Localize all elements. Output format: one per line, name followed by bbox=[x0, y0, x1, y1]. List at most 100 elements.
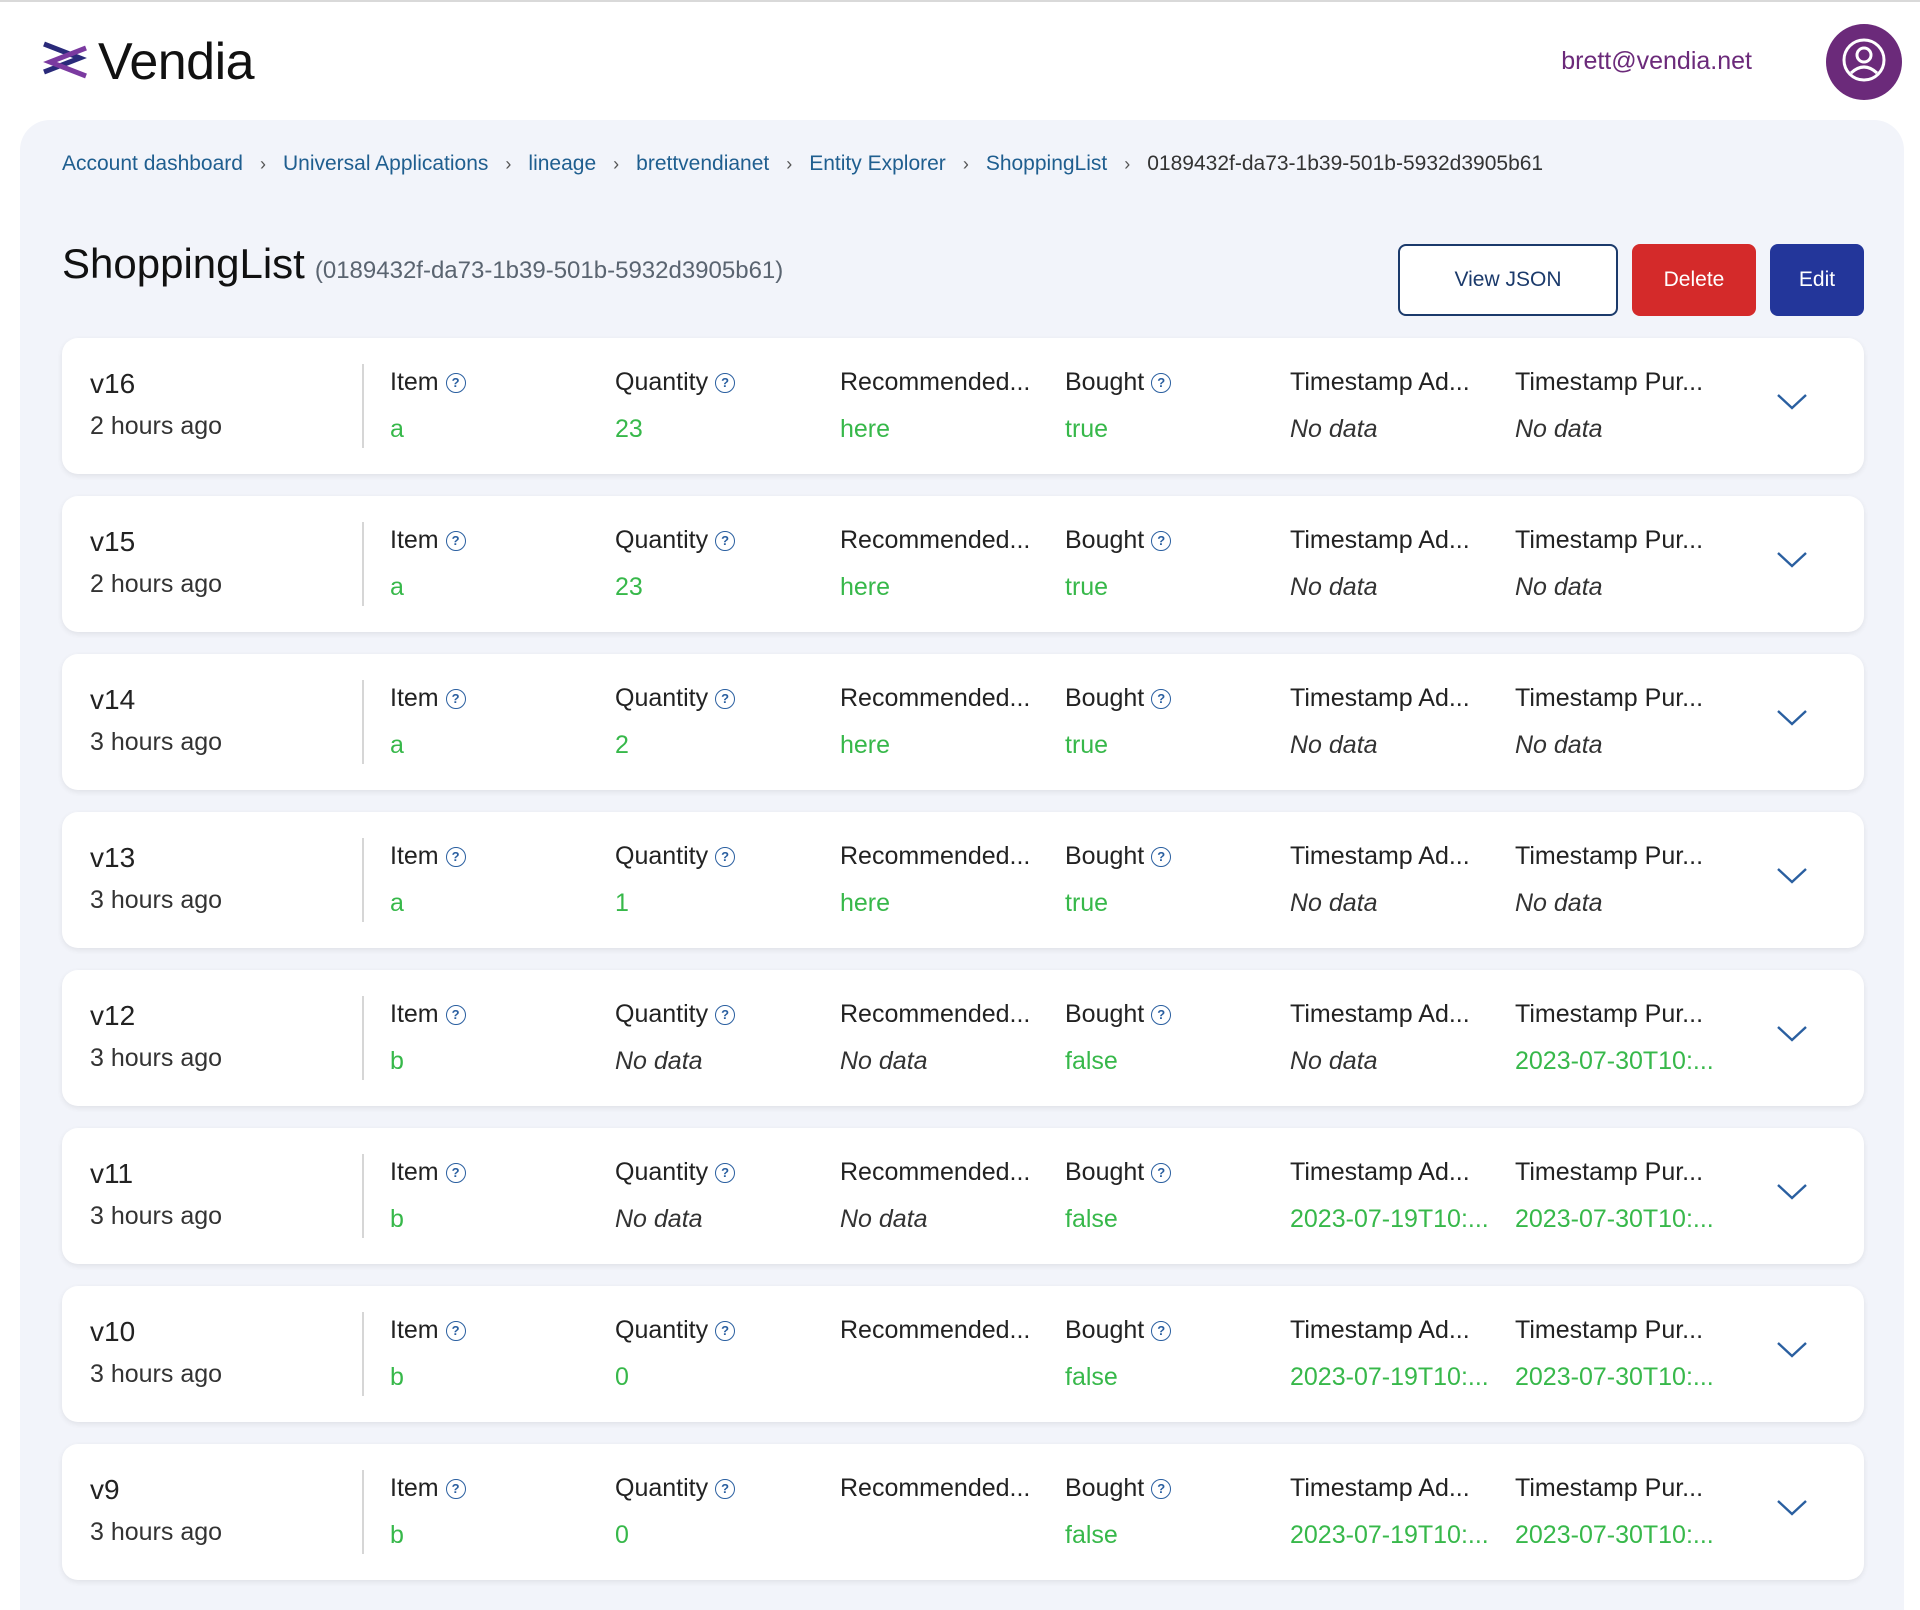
question-circle-icon[interactable]: ? bbox=[445, 1320, 466, 1341]
edit-button[interactable]: Edit bbox=[1770, 244, 1864, 316]
question-circle-icon[interactable]: ? bbox=[715, 530, 736, 551]
delete-button[interactable]: Delete bbox=[1632, 244, 1756, 316]
field-label-text: Timestamp Ad... bbox=[1290, 368, 1470, 396]
breadcrumb-account-dashboard[interactable]: Account dashboard bbox=[62, 152, 243, 175]
question-circle-icon[interactable]: ? bbox=[445, 688, 466, 709]
user-email[interactable]: brett@vendia.net bbox=[1561, 47, 1752, 75]
field-column: Timestamp Ad... 2023-07-19T10:... bbox=[1290, 1316, 1500, 1392]
field-column: Timestamp Ad... No data bbox=[1290, 526, 1500, 602]
field-value: here bbox=[840, 415, 891, 443]
breadcrumb-shoppinglist[interactable]: ShoppingList bbox=[985, 152, 1108, 175]
top-border bbox=[0, 0, 1920, 2]
avatar[interactable] bbox=[1826, 24, 1902, 100]
logo[interactable]: Vendia bbox=[40, 32, 255, 92]
version-card[interactable]: v15 2 hours ago Item? a Quantity? 23 Recommend… bbox=[62, 496, 1864, 632]
question-circle-icon[interactable]: ? bbox=[1151, 530, 1172, 551]
field-label-text: Timestamp Pur... bbox=[1515, 684, 1704, 712]
field-label-text: Bought bbox=[1065, 1474, 1145, 1502]
question-circle-icon[interactable]: ? bbox=[1151, 372, 1172, 393]
question-circle-icon[interactable]: ? bbox=[445, 1478, 466, 1499]
question-circle-icon[interactable]: ? bbox=[445, 372, 466, 393]
question-circle-icon[interactable]: ? bbox=[445, 1004, 466, 1025]
breadcrumb-universal-applications[interactable]: Universal Applications bbox=[282, 152, 489, 175]
field-value: 2023-07-30T10:... bbox=[1515, 1047, 1714, 1075]
chevron-right-icon: › bbox=[962, 153, 969, 174]
field-value: a bbox=[390, 889, 404, 917]
version-card[interactable]: v9 3 hours ago Item? b Quantity? 0 Recommended… bbox=[62, 1444, 1864, 1580]
field-label-text: Item bbox=[390, 1000, 439, 1028]
page-subtitle: (0189432f-da73-1b39-501b-5932d3905b61) bbox=[314, 257, 784, 284]
question-circle-icon[interactable]: ? bbox=[1151, 1478, 1172, 1499]
question-circle-icon[interactable]: ? bbox=[1151, 1162, 1172, 1183]
version-time: 2 hours ago bbox=[90, 412, 223, 440]
view-json-button[interactable]: View JSON bbox=[1398, 244, 1618, 316]
field-label: Bought? bbox=[1065, 1000, 1275, 1029]
question-circle-icon[interactable]: ? bbox=[1151, 1004, 1172, 1025]
question-circle-icon[interactable]: ? bbox=[715, 372, 736, 393]
breadcrumb-node[interactable]: brettvendianet bbox=[636, 152, 770, 175]
field-label-text: Timestamp Pur... bbox=[1515, 368, 1704, 396]
field-label-text: Timestamp Pur... bbox=[1515, 1474, 1704, 1502]
chevron-down-icon[interactable] bbox=[1776, 1340, 1808, 1360]
question-circle-icon[interactable]: ? bbox=[1151, 1320, 1172, 1341]
field-label-text: Item bbox=[390, 1158, 439, 1186]
field-value: true bbox=[1065, 415, 1109, 443]
field-value: No data bbox=[1290, 573, 1378, 601]
field-column: Item? a bbox=[390, 842, 600, 918]
question-circle-icon[interactable]: ? bbox=[715, 1478, 736, 1499]
field-label-text: Quantity bbox=[615, 684, 709, 712]
breadcrumb-entity-explorer[interactable]: Entity Explorer bbox=[809, 152, 946, 175]
field-column: Recommended... bbox=[840, 1316, 1050, 1363]
field-value: 2023-07-19T10:... bbox=[1290, 1521, 1489, 1549]
question-circle-icon[interactable]: ? bbox=[445, 1162, 466, 1183]
field-column: Timestamp Pur... No data bbox=[1515, 368, 1725, 444]
field-value: b bbox=[390, 1047, 404, 1075]
version-time: 3 hours ago bbox=[90, 886, 223, 914]
question-circle-icon[interactable]: ? bbox=[445, 530, 466, 551]
version-card[interactable]: v11 3 hours ago Item? b Quantity? No data Reco… bbox=[62, 1128, 1864, 1264]
field-column: Item? b bbox=[390, 1158, 600, 1234]
field-label-text: Quantity bbox=[615, 1158, 709, 1186]
chevron-down-icon[interactable] bbox=[1776, 1024, 1808, 1044]
chevron-down-icon[interactable] bbox=[1776, 392, 1808, 412]
field-value: false bbox=[1065, 1047, 1118, 1075]
version-card[interactable]: v14 3 hours ago Item? a Quantity? 2 Recommende… bbox=[62, 654, 1864, 790]
divider bbox=[362, 838, 364, 922]
field-value: a bbox=[390, 415, 404, 443]
version-card[interactable]: v13 3 hours ago Item? a Quantity? 1 Recommende… bbox=[62, 812, 1864, 948]
question-circle-icon[interactable]: ? bbox=[715, 688, 736, 709]
version-card[interactable]: v16 2 hours ago Item? a Quantity? 23 Recommend… bbox=[62, 338, 1864, 474]
version-card[interactable]: v10 3 hours ago Item? b Quantity? 0 Recommende… bbox=[62, 1286, 1864, 1422]
chevron-down-icon[interactable] bbox=[1776, 1182, 1808, 1202]
field-label: Bought? bbox=[1065, 526, 1275, 555]
field-label: Recommended... bbox=[840, 1000, 1050, 1029]
breadcrumb-lineage[interactable]: lineage bbox=[528, 152, 597, 175]
question-circle-icon[interactable]: ? bbox=[715, 1320, 736, 1341]
field-label-text: Timestamp Pur... bbox=[1515, 526, 1704, 554]
chevron-down-icon[interactable] bbox=[1776, 1498, 1808, 1518]
chevron-down-icon[interactable] bbox=[1776, 550, 1808, 570]
chevron-down-icon[interactable] bbox=[1776, 866, 1808, 886]
question-circle-icon[interactable]: ? bbox=[445, 846, 466, 867]
field-label-text: Bought bbox=[1065, 1000, 1145, 1028]
version-card[interactable]: v12 3 hours ago Item? b Quantity? No data Reco… bbox=[62, 970, 1864, 1106]
field-column: Timestamp Ad... No data bbox=[1290, 368, 1500, 444]
question-circle-icon[interactable]: ? bbox=[1151, 846, 1172, 867]
question-circle-icon[interactable]: ? bbox=[1151, 688, 1172, 709]
field-column: Timestamp Pur... No data bbox=[1515, 526, 1725, 602]
field-column: Timestamp Pur... No data bbox=[1515, 684, 1725, 760]
field-column: Quantity? No data bbox=[615, 1158, 825, 1234]
field-value: No data bbox=[840, 1047, 928, 1075]
field-column: Timestamp Ad... 2023-07-19T10:... bbox=[1290, 1474, 1500, 1550]
question-circle-icon[interactable]: ? bbox=[715, 846, 736, 867]
chevron-down-icon[interactable] bbox=[1776, 708, 1808, 728]
field-value: false bbox=[1065, 1363, 1118, 1391]
field-label: Timestamp Pur... bbox=[1515, 526, 1725, 555]
field-label: Quantity? bbox=[615, 1474, 825, 1503]
field-value: 1 bbox=[615, 889, 629, 917]
field-column: Quantity? 2 bbox=[615, 684, 825, 760]
question-circle-icon[interactable]: ? bbox=[715, 1004, 736, 1025]
field-value: No data bbox=[615, 1205, 703, 1233]
question-circle-icon[interactable]: ? bbox=[715, 1162, 736, 1183]
field-value: true bbox=[1065, 889, 1109, 917]
